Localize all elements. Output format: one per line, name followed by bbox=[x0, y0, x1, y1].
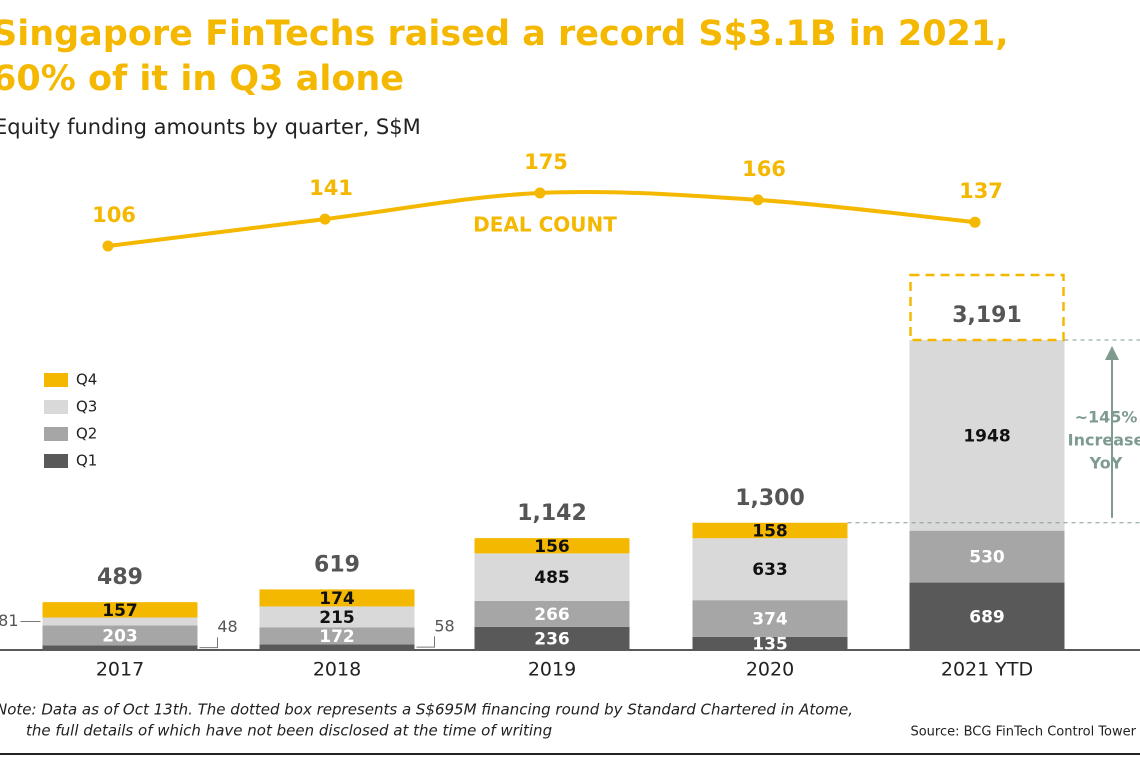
data-label: 135 bbox=[752, 634, 788, 654]
data-label: 485 bbox=[534, 568, 570, 588]
data-label: 158 bbox=[752, 521, 788, 541]
bar-segment bbox=[909, 582, 1065, 650]
total-label: 3,191 bbox=[952, 303, 1022, 328]
bar-segment bbox=[692, 636, 848, 650]
data-label: 266 bbox=[534, 605, 570, 625]
legend-label: Q2 bbox=[76, 425, 97, 443]
legend-label: Q1 bbox=[76, 452, 97, 470]
legend-label: Q3 bbox=[76, 398, 97, 416]
source: Source: BCG FinTech Control Tower bbox=[910, 725, 1136, 740]
deal-point bbox=[534, 187, 546, 199]
bar-segment bbox=[474, 553, 630, 601]
arrow-head bbox=[1105, 346, 1119, 360]
bar-segment bbox=[42, 617, 198, 626]
legend-swatch bbox=[44, 427, 68, 441]
dotted-box bbox=[909, 273, 1065, 342]
bar-segment bbox=[474, 538, 630, 554]
deal-point bbox=[102, 240, 114, 252]
data-label: 215 bbox=[319, 608, 355, 628]
chart-title: 60% of it in Q3 alone bbox=[0, 59, 404, 99]
data-label: 174 bbox=[319, 589, 355, 609]
bar-segment bbox=[692, 522, 848, 539]
annotation: Increase bbox=[1068, 431, 1140, 450]
bar-segment bbox=[42, 645, 198, 650]
bar-segment bbox=[474, 626, 630, 650]
total-label: 1,300 bbox=[735, 486, 805, 511]
deal-label: 175 bbox=[524, 150, 568, 174]
deal-label: 106 bbox=[92, 203, 136, 227]
note: the full details of which have not been … bbox=[26, 722, 552, 740]
x-tick-label: 2021 YTD bbox=[941, 659, 1033, 681]
bar-segment bbox=[259, 627, 415, 645]
total-label: 1,142 bbox=[517, 501, 587, 526]
x-tick-label: 2017 bbox=[96, 659, 144, 681]
deal-label: 166 bbox=[742, 157, 786, 181]
bar-segment bbox=[42, 625, 198, 646]
annotation: YoY bbox=[1089, 454, 1123, 473]
data-label: 1948 bbox=[963, 426, 1010, 446]
legend-swatch bbox=[44, 454, 68, 468]
bar-segment bbox=[259, 606, 415, 628]
data-label: 633 bbox=[752, 560, 788, 580]
data-label: 172 bbox=[319, 627, 355, 647]
deal-label: 137 bbox=[959, 179, 1003, 203]
legend-swatch bbox=[44, 400, 68, 414]
legend-swatch bbox=[44, 373, 68, 387]
bar-segment bbox=[42, 602, 198, 618]
leader bbox=[199, 637, 218, 649]
leader bbox=[416, 636, 435, 648]
data-label: 156 bbox=[534, 537, 570, 557]
bar-segment bbox=[692, 538, 848, 601]
data-label: 236 bbox=[534, 629, 570, 649]
chart-subtitle: Equity funding amounts by quarter, S$M bbox=[0, 115, 421, 139]
note: Note: Data as of Oct 13th. The dotted bo… bbox=[0, 701, 853, 719]
deal-point bbox=[319, 213, 331, 225]
x-tick-label: 2019 bbox=[528, 659, 576, 681]
deal-series-label: DEAL COUNT bbox=[473, 213, 617, 237]
legend-label: Q4 bbox=[76, 371, 97, 389]
data-label: 157 bbox=[102, 601, 138, 621]
data-label: 48 bbox=[217, 617, 237, 636]
total-label: 619 bbox=[314, 552, 360, 577]
data-label: 689 bbox=[969, 607, 1005, 627]
bar-segment bbox=[259, 589, 415, 607]
chart-title: Singapore FinTechs raised a record S$3.1… bbox=[0, 14, 1009, 54]
bar-segment bbox=[259, 644, 415, 650]
x-tick-label: 2018 bbox=[313, 659, 361, 681]
bar-segment bbox=[909, 340, 1065, 531]
bar-segment bbox=[692, 600, 848, 637]
data-label: 530 bbox=[969, 548, 1005, 568]
deal-label: 141 bbox=[309, 176, 353, 200]
data-label: 203 bbox=[102, 626, 138, 646]
data-label: 81 bbox=[0, 611, 19, 630]
total-label: 489 bbox=[97, 565, 143, 590]
deal-point bbox=[969, 216, 981, 228]
x-tick-label: 2020 bbox=[746, 659, 794, 681]
data-label: 374 bbox=[752, 609, 788, 629]
bar-segment bbox=[474, 600, 630, 627]
deal-point bbox=[752, 194, 764, 206]
data-label: 58 bbox=[434, 617, 454, 636]
bar-segment bbox=[909, 530, 1065, 583]
annotation: ~145% bbox=[1075, 408, 1138, 427]
